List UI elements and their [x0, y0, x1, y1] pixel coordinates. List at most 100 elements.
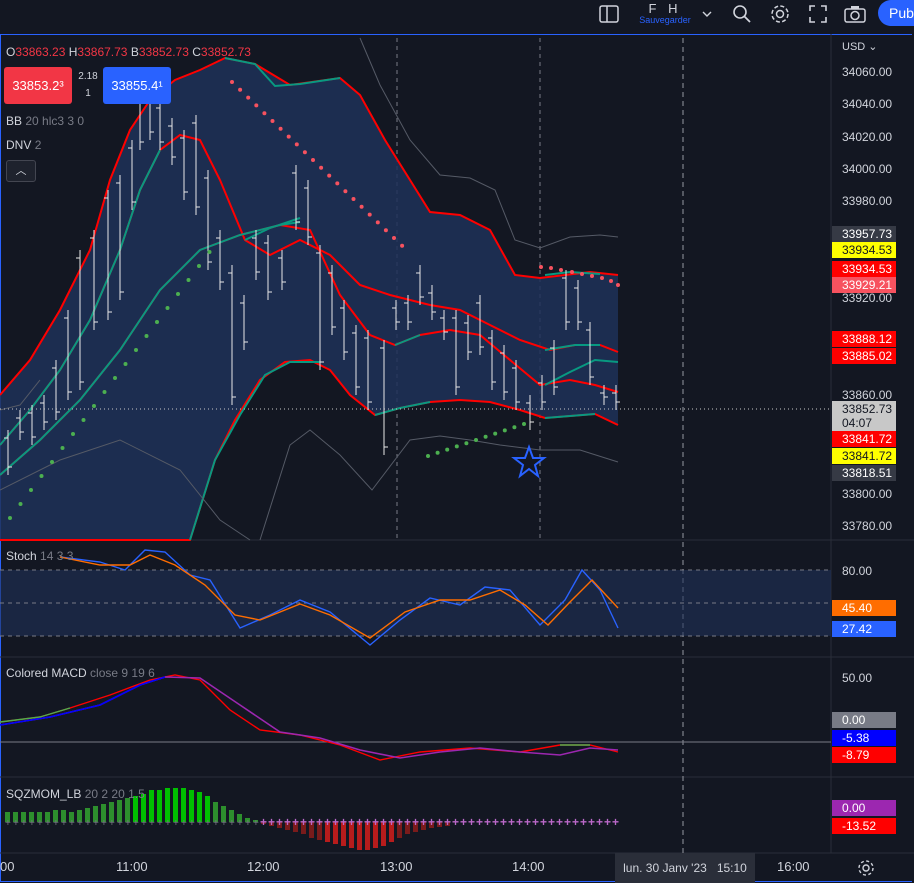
sqz-cross: +	[612, 815, 619, 829]
sqz-cross: +	[340, 815, 347, 829]
psar-dot-red	[327, 173, 332, 178]
stoch-legend[interactable]: Stoch 14 3 3	[6, 549, 74, 563]
psar-dot-red	[311, 158, 315, 162]
psar-dot-green	[502, 428, 507, 433]
psar-dot-green	[207, 250, 212, 254]
settings-icon[interactable]	[767, 2, 793, 26]
psar-dot-green	[176, 292, 180, 296]
sqzmom-bar-positive	[149, 790, 154, 822]
sqz-cross: +	[332, 815, 339, 829]
bb-basis-green-3	[544, 344, 600, 351]
sqzmom-bar-negative	[301, 822, 306, 834]
price-tag: 33934.53	[832, 261, 896, 277]
sqzmom-bar-positive	[237, 814, 242, 822]
ohlc-legend: O33863.23 H33867.73 B33852.73 C33852.73	[6, 45, 251, 59]
macd-line	[0, 676, 619, 759]
bb-basis-green	[0, 149, 161, 446]
psar-dot-red	[375, 220, 380, 225]
publish-button[interactable]: Pub	[878, 0, 914, 26]
sqz-cross: +	[428, 815, 435, 829]
price-label: 34040.00	[842, 97, 893, 111]
sqz-cross: +	[316, 815, 323, 829]
chevron-down-icon[interactable]	[694, 2, 720, 26]
psar-dot-red	[400, 243, 405, 248]
settings-icon[interactable]	[856, 858, 876, 878]
sqzmom-bar-negative	[317, 822, 322, 840]
sqz-cross: +	[396, 815, 403, 829]
price-tag: 33818.51	[832, 465, 896, 481]
sqz-cross: +	[13, 818, 19, 829]
macd-line-blue	[0, 676, 166, 726]
sqzmom-bar-negative	[309, 822, 314, 838]
stoch-axis-label: 80.00	[842, 564, 873, 578]
sqzmom-bar-negative	[397, 822, 402, 838]
sqzmom-legend[interactable]: SQZMOM_LB 20 2 20 1.5	[6, 787, 145, 801]
sqz-cross: +	[364, 815, 371, 829]
buy-button[interactable]: 33855.4¹	[103, 67, 171, 104]
psar-dot-green	[60, 446, 65, 450]
dnv-lower-envelope	[0, 439, 251, 541]
psar-dot-red	[254, 103, 259, 108]
psar-dot-red	[359, 204, 364, 209]
sqzmom-bar-negative	[413, 822, 418, 832]
psar-dot-red	[616, 283, 620, 287]
search-icon[interactable]	[729, 2, 755, 26]
bb-inner-green	[0, 221, 301, 476]
bb-inner-green-2	[394, 334, 421, 346]
sell-button[interactable]: 33853.2³	[4, 67, 72, 104]
collapse-legend-button[interactable]: ︿	[6, 160, 36, 182]
sqz-cross: +	[548, 815, 555, 829]
sqzmom-bar-positive	[157, 790, 162, 822]
sqz-cross: +	[69, 818, 75, 829]
psar-dot-green	[39, 474, 44, 478]
psar-dot-green	[144, 334, 149, 338]
dnv-legend[interactable]: DNV 2	[6, 138, 42, 152]
sqz-cross: +	[253, 818, 259, 829]
sqz-cross: +	[540, 815, 547, 829]
psar-dot-green	[155, 320, 159, 324]
sqzmom-bar-positive	[125, 798, 130, 822]
sqz-cross: +	[245, 818, 251, 829]
sqzmom-bar-positive	[101, 804, 106, 822]
sqzmom-bar-positive	[205, 796, 210, 822]
sqzmom-bar-positive	[13, 812, 18, 822]
sqz-cross: +	[53, 818, 59, 829]
price-tag: 33841.72	[832, 448, 896, 464]
price-tag: 04:07	[832, 415, 896, 431]
fullscreen-icon[interactable]	[805, 2, 831, 26]
sqz-cross: +	[77, 818, 83, 829]
sqz-cross: +	[165, 818, 171, 829]
sqzmom-bar-positive	[45, 812, 50, 822]
sqzmom-bar-negative	[373, 822, 378, 848]
sqz-cross: +	[189, 818, 195, 829]
symbol-title[interactable]: F H	[648, 1, 682, 16]
sqz-cross: +	[508, 815, 515, 829]
currency-selector[interactable]: USD ⌄	[842, 41, 878, 53]
sqzmom-bar-positive	[141, 794, 146, 822]
psar-dot-red	[319, 165, 324, 170]
sqz-cross: +	[133, 818, 139, 829]
price-label: 33800.00	[842, 487, 893, 501]
sqzmom-bar-positive	[181, 788, 186, 822]
psar-dot-green	[512, 425, 517, 430]
psar-dot-red	[590, 274, 594, 278]
sqzmom-bar-positive	[61, 810, 66, 822]
sqzmom-value-tag: 0.00	[832, 800, 896, 816]
psar-dot-red	[286, 134, 291, 139]
chevron-down-icon: ⌄	[868, 41, 878, 53]
sqz-cross: +	[308, 815, 315, 829]
price-tag: 33841.72	[832, 431, 896, 447]
sqz-cross: +	[221, 818, 227, 829]
save-status[interactable]: Sauvegarder	[639, 15, 691, 25]
sqz-cross: +	[229, 818, 235, 829]
sqzmom-bar-positive	[21, 812, 26, 822]
layout-icon[interactable]	[596, 2, 622, 26]
sqz-cross: +	[484, 815, 491, 829]
sqz-cross: +	[588, 815, 595, 829]
camera-icon[interactable]	[842, 2, 868, 26]
bb-legend[interactable]: BB 20 hlc3 3 0	[6, 114, 85, 128]
price-label: 33860.00	[842, 388, 893, 402]
sqz-cross: +	[29, 818, 35, 829]
macd-legend[interactable]: Colored MACD close 9 19 6	[6, 666, 155, 680]
